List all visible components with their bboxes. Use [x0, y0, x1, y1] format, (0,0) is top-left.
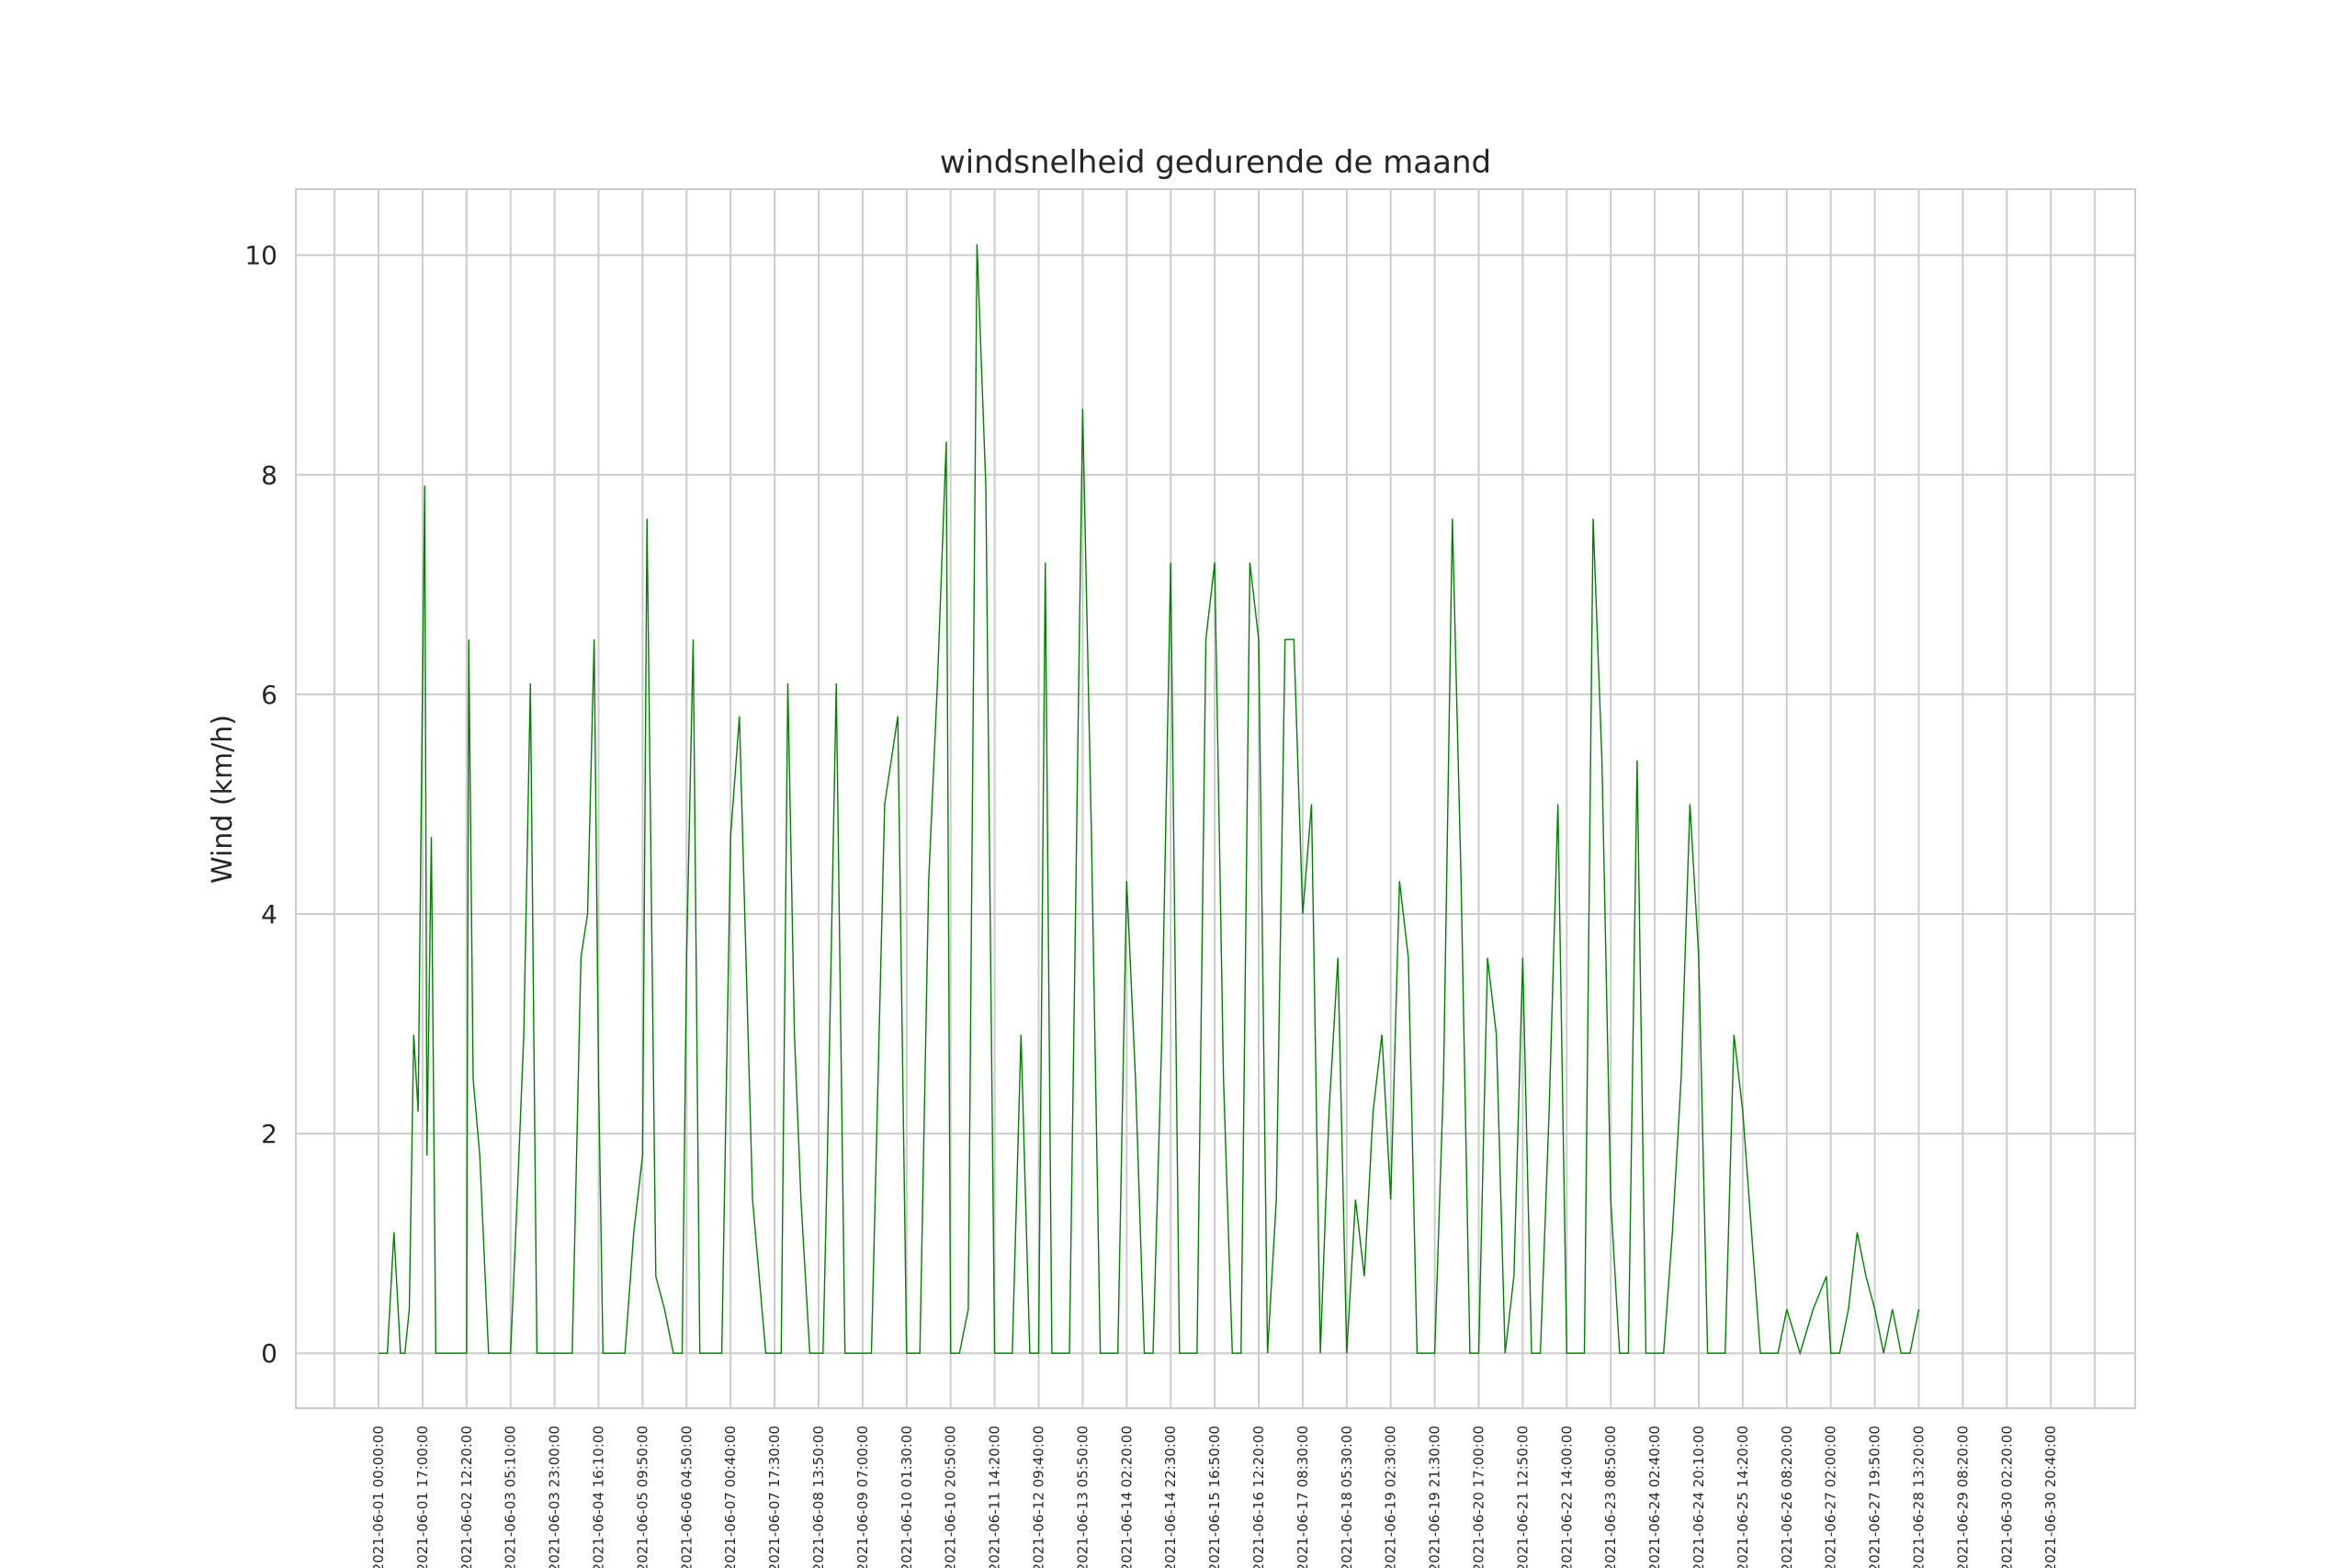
x-tick-label: 2021-06-19 21:30:00 — [1427, 1426, 1443, 1568]
x-tick-labels: 2021-06-01 00:00:00 2021-06-01 17:00:00 20… — [370, 1426, 2059, 1568]
x-tick-label: 2021-06-05 09:50:00 — [634, 1426, 650, 1568]
x-tick-label: 2021-06-30 02:20:00 — [1998, 1426, 2015, 1568]
x-tick-label: 2021-06-17 08:30:00 — [1295, 1426, 1311, 1568]
x-tick-label: 2021-06-20 17:00:00 — [1471, 1426, 1487, 1568]
x-tick-label: 2021-06-26 08:20:00 — [1779, 1426, 1795, 1568]
x-tick-label: 2021-06-10 20:50:00 — [943, 1426, 959, 1568]
x-tick-label: 2021-06-29 08:20:00 — [1954, 1426, 1971, 1568]
x-tick-label: 2021-06-16 12:20:00 — [1250, 1426, 1267, 1568]
x-tick-label: 2021-06-03 23:00:00 — [547, 1426, 563, 1568]
x-tick-label: 2021-06-27 19:50:00 — [1867, 1426, 1883, 1568]
x-tick-label: 2021-06-24 20:10:00 — [1690, 1426, 1707, 1568]
y-tick-label: 2 — [261, 1119, 277, 1149]
x-tick-label: 2021-06-04 16:10:00 — [591, 1426, 607, 1568]
x-tick-label: 2021-06-21 12:50:00 — [1514, 1426, 1531, 1568]
x-tick-label: 2021-06-11 14:20:00 — [987, 1426, 1003, 1568]
y-tick-label: 6 — [261, 680, 277, 710]
x-tick-label: 2021-06-07 17:30:00 — [766, 1426, 783, 1568]
y-tick-label: 0 — [261, 1338, 277, 1369]
x-tick-label: 2021-06-15 16:50:00 — [1206, 1426, 1223, 1568]
y-tick-label: 10 — [244, 241, 277, 271]
x-tick-label: 2021-06-08 13:50:00 — [810, 1426, 827, 1568]
x-tick-label: 2021-06-28 13:20:00 — [1911, 1426, 1928, 1568]
y-axis-label: Wind (km/h) — [207, 715, 239, 884]
x-tick-label: 2021-06-06 04:50:00 — [678, 1426, 695, 1568]
x-tick-label: 2021-06-30 20:40:00 — [2042, 1426, 2059, 1568]
y-tick-labels: 0 2 4 6 8 10 — [244, 241, 277, 1369]
x-tick-label: 2021-06-18 05:30:00 — [1339, 1426, 1355, 1568]
plot-frame — [295, 188, 2136, 1409]
x-tick-label: 2021-06-25 14:20:00 — [1735, 1426, 1751, 1568]
x-tick-label: 2021-06-07 00:40:00 — [722, 1426, 739, 1568]
y-tick-label: 8 — [261, 460, 277, 491]
wind-speed-line — [379, 243, 1920, 1356]
x-tick-label: 2021-06-22 14:00:00 — [1558, 1426, 1575, 1568]
x-tick-label: 2021-06-23 08:50:00 — [1602, 1426, 1619, 1568]
chart-title: windsnelheid gedurende de maand — [940, 144, 1491, 181]
x-tick-label: 2021-06-27 02:00:00 — [1823, 1426, 1839, 1568]
x-tick-label: 2021-06-24 02:40:00 — [1646, 1426, 1663, 1568]
x-tick-label: 2021-06-12 09:40:00 — [1031, 1426, 1047, 1568]
x-tick-label: 2021-06-09 07:00:00 — [854, 1426, 871, 1568]
x-tick-label: 2021-06-14 22:30:00 — [1162, 1426, 1179, 1568]
x-tick-label: 2021-06-14 02:20:00 — [1118, 1426, 1135, 1568]
x-tick-label: 2021-06-10 01:30:00 — [899, 1426, 915, 1568]
x-tick-label: 2021-06-13 05:50:00 — [1074, 1426, 1091, 1568]
x-tick-label: 2021-06-19 02:30:00 — [1383, 1426, 1399, 1568]
x-tick-label: 2021-06-01 00:00:00 — [370, 1426, 387, 1568]
x-tick-label: 2021-06-02 12:20:00 — [458, 1426, 475, 1568]
x-tick-label: 2021-06-03 05:10:00 — [503, 1426, 519, 1568]
x-tick-label: 2021-06-01 17:00:00 — [414, 1426, 431, 1568]
y-tick-label: 4 — [261, 899, 277, 930]
